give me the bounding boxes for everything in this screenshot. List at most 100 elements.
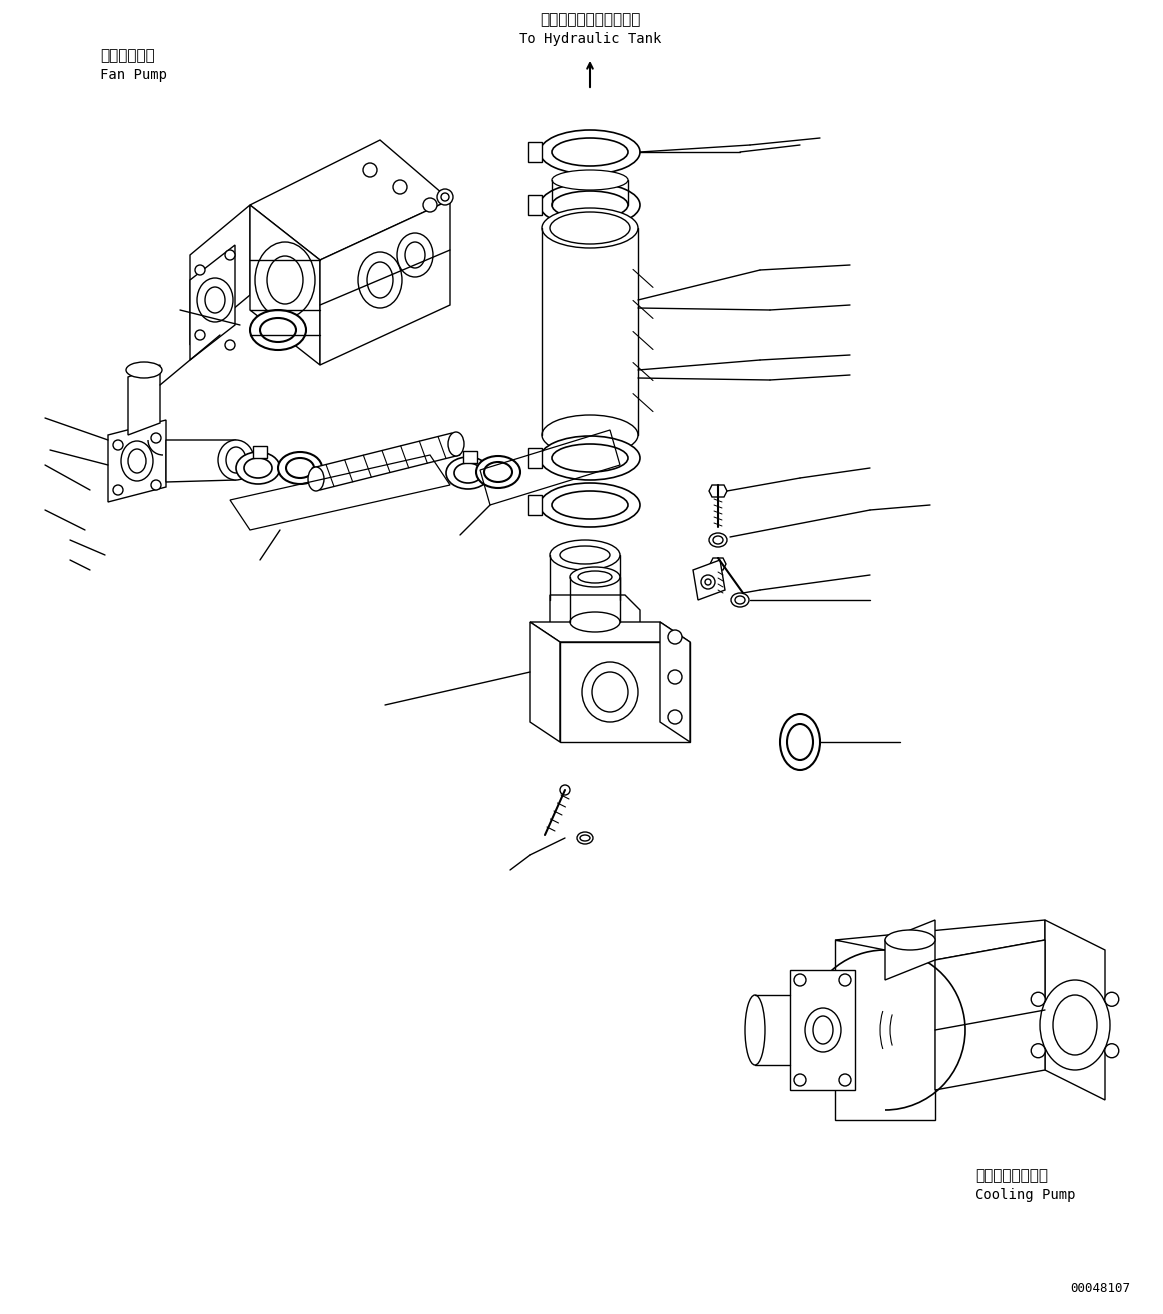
Ellipse shape: [368, 261, 393, 298]
Bar: [463, 451, 477, 463]
Text: To Hydraulic Tank: To Hydraulic Tank: [519, 32, 662, 46]
Ellipse shape: [713, 536, 723, 544]
Circle shape: [794, 974, 806, 986]
Circle shape: [1105, 992, 1119, 1007]
Circle shape: [794, 1074, 806, 1085]
Text: Fan Pump: Fan Pump: [100, 68, 167, 81]
Polygon shape: [108, 420, 166, 502]
Circle shape: [423, 198, 437, 212]
Ellipse shape: [577, 832, 593, 844]
Ellipse shape: [542, 208, 638, 248]
Ellipse shape: [121, 442, 154, 481]
Circle shape: [393, 180, 407, 194]
Circle shape: [701, 576, 715, 589]
Circle shape: [1032, 992, 1046, 1007]
Polygon shape: [312, 434, 461, 490]
Ellipse shape: [732, 593, 749, 607]
Ellipse shape: [745, 995, 765, 1066]
Ellipse shape: [580, 834, 590, 841]
Polygon shape: [250, 141, 450, 260]
Ellipse shape: [1053, 995, 1097, 1055]
Ellipse shape: [582, 662, 638, 721]
Ellipse shape: [236, 452, 280, 484]
Ellipse shape: [552, 491, 628, 519]
Ellipse shape: [820, 989, 850, 1070]
Ellipse shape: [261, 318, 297, 342]
Ellipse shape: [578, 572, 612, 583]
Ellipse shape: [397, 233, 433, 277]
Ellipse shape: [540, 436, 640, 480]
Text: ハイドロリックタンクへ: ハイドロリックタンクへ: [540, 12, 640, 28]
Polygon shape: [709, 558, 726, 570]
Polygon shape: [561, 643, 690, 742]
Ellipse shape: [813, 1016, 833, 1045]
Ellipse shape: [552, 170, 628, 191]
Bar: [528, 142, 542, 162]
Polygon shape: [320, 200, 450, 365]
Ellipse shape: [278, 452, 322, 484]
Circle shape: [195, 265, 205, 275]
Ellipse shape: [255, 242, 315, 318]
Polygon shape: [190, 205, 250, 346]
Polygon shape: [166, 440, 236, 482]
Circle shape: [1032, 1043, 1046, 1058]
Polygon shape: [190, 244, 235, 360]
Ellipse shape: [1040, 980, 1110, 1070]
Circle shape: [1105, 1043, 1119, 1058]
Ellipse shape: [550, 540, 620, 570]
Polygon shape: [659, 622, 690, 742]
Polygon shape: [693, 560, 725, 600]
Bar: [528, 448, 542, 468]
Polygon shape: [1046, 920, 1105, 1100]
Circle shape: [113, 485, 123, 495]
Circle shape: [224, 250, 235, 260]
Ellipse shape: [128, 449, 147, 473]
Ellipse shape: [226, 447, 247, 473]
Ellipse shape: [885, 930, 935, 950]
Ellipse shape: [286, 459, 314, 478]
Polygon shape: [935, 940, 1046, 1091]
Ellipse shape: [540, 130, 640, 173]
Ellipse shape: [805, 1008, 841, 1053]
Polygon shape: [790, 970, 855, 1091]
Ellipse shape: [454, 463, 481, 484]
Polygon shape: [835, 940, 935, 1120]
Ellipse shape: [550, 212, 630, 244]
Ellipse shape: [787, 724, 813, 759]
Circle shape: [437, 189, 454, 205]
Polygon shape: [128, 365, 160, 435]
Ellipse shape: [308, 466, 324, 491]
Ellipse shape: [735, 597, 745, 604]
Bar: [528, 194, 542, 215]
Circle shape: [441, 193, 449, 201]
Polygon shape: [530, 622, 690, 643]
Text: ファンポンプ: ファンポンプ: [100, 49, 155, 63]
Polygon shape: [550, 595, 640, 635]
Circle shape: [363, 163, 377, 177]
Ellipse shape: [405, 242, 424, 268]
Ellipse shape: [540, 183, 640, 227]
Ellipse shape: [484, 463, 512, 482]
Bar: [254, 445, 267, 459]
Ellipse shape: [217, 440, 254, 480]
Polygon shape: [885, 920, 935, 980]
Circle shape: [561, 784, 570, 795]
Circle shape: [705, 579, 711, 585]
Bar: [528, 495, 542, 515]
Ellipse shape: [126, 361, 162, 378]
Ellipse shape: [244, 459, 272, 478]
Circle shape: [668, 670, 682, 685]
Ellipse shape: [445, 457, 490, 489]
Polygon shape: [835, 920, 1046, 961]
Circle shape: [151, 480, 160, 490]
Ellipse shape: [570, 568, 620, 587]
Polygon shape: [709, 485, 727, 497]
Text: クーリングポンプ: クーリングポンプ: [975, 1168, 1048, 1183]
Ellipse shape: [542, 415, 638, 455]
Ellipse shape: [476, 456, 520, 487]
Ellipse shape: [250, 310, 306, 350]
Ellipse shape: [780, 714, 820, 770]
Circle shape: [195, 330, 205, 340]
Ellipse shape: [197, 279, 233, 322]
Circle shape: [839, 974, 851, 986]
